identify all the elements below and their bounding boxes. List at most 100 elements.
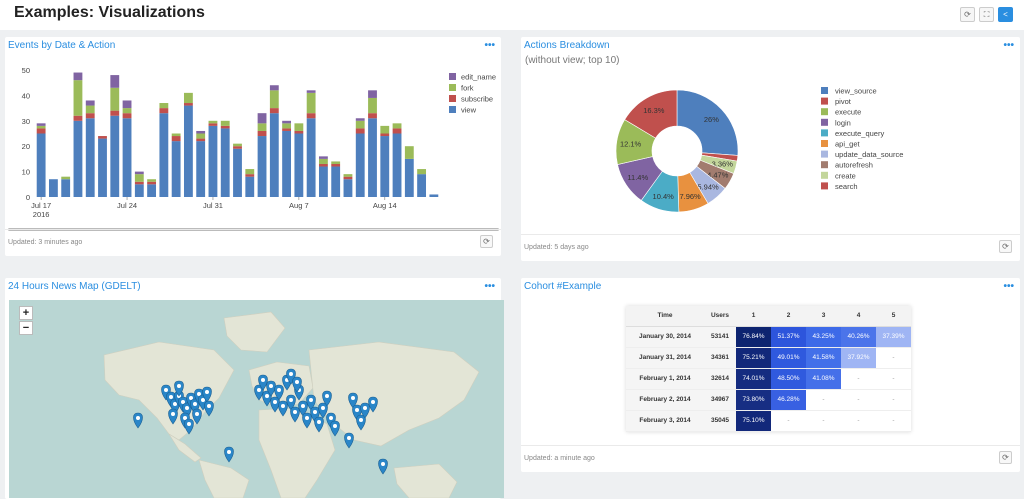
bar-segment-fork[interactable] (183, 92, 193, 104)
map-marker[interactable] (202, 386, 212, 403)
bar-segment-subscribe[interactable] (36, 128, 46, 134)
bar-segment-view[interactable] (183, 105, 193, 197)
bar-segment-edit_name[interactable] (306, 90, 316, 93)
map-marker[interactable] (274, 384, 284, 401)
bar-segment-view[interactable] (318, 166, 328, 197)
bar-segment-subscribe[interactable] (98, 136, 107, 139)
bar-segment-fork[interactable] (122, 108, 132, 114)
bar-segment-view[interactable] (392, 133, 402, 198)
bar-segment-edit_name[interactable] (318, 156, 328, 159)
bar-segment-fork[interactable] (368, 97, 377, 114)
bar-segment-view[interactable] (220, 128, 230, 197)
bar-segment-fork[interactable] (380, 125, 390, 134)
map-marker[interactable] (290, 406, 300, 423)
map-marker[interactable] (378, 458, 388, 475)
bar-segment-subscribe[interactable] (331, 163, 341, 167)
bar-segment-fork[interactable] (208, 120, 218, 124)
map-marker[interactable] (348, 392, 358, 409)
map-marker[interactable] (314, 416, 324, 433)
news-map[interactable]: + − (9, 300, 504, 498)
widget-menu-icon[interactable]: ••• (1003, 281, 1014, 292)
map-pins-layer[interactable] (9, 300, 504, 498)
bar-segment-fork[interactable] (147, 179, 157, 182)
legend-label[interactable]: execute_query (835, 129, 884, 138)
bar-segment-subscribe[interactable] (318, 163, 328, 167)
bar-segment-view[interactable] (147, 184, 157, 197)
legend-label[interactable]: pivot (835, 97, 852, 106)
bar-segment-fork[interactable] (417, 169, 427, 175)
map-marker[interactable] (184, 418, 194, 435)
bar-segment-fork[interactable] (294, 123, 304, 131)
bar-segment-fork[interactable] (318, 158, 328, 164)
bar-segment-fork[interactable] (61, 176, 71, 180)
legend-label[interactable]: edit_name (461, 73, 496, 82)
map-marker[interactable] (133, 412, 143, 429)
bar-segment-fork[interactable] (343, 174, 353, 177)
bar-segment-subscribe[interactable] (355, 128, 365, 134)
bar-segment-subscribe[interactable] (257, 130, 267, 137)
legend-label[interactable]: view_source (835, 87, 877, 96)
bar-segment-subscribe[interactable] (220, 125, 230, 129)
bar-segment-view[interactable] (61, 179, 71, 197)
bar-segment-view[interactable] (343, 179, 353, 197)
map-marker[interactable] (278, 400, 288, 417)
bar-segment-edit_name[interactable] (269, 85, 279, 91)
bar-segment-subscribe[interactable] (122, 113, 132, 119)
bar-segment-fork[interactable] (85, 105, 95, 114)
bar-segment-subscribe[interactable] (306, 113, 316, 119)
map-marker[interactable] (224, 446, 234, 463)
refresh-widget-button[interactable]: ⟳ (999, 240, 1012, 253)
bar-segment-fork[interactable] (306, 92, 316, 114)
bar-segment-fork[interactable] (159, 103, 169, 109)
legend-label[interactable]: update_data_source (835, 150, 903, 159)
legend-label[interactable]: autorefresh (835, 161, 873, 170)
map-marker[interactable] (298, 400, 308, 417)
bar-segment-view[interactable] (73, 120, 83, 197)
bar-segment-fork[interactable] (220, 120, 230, 126)
map-marker[interactable] (368, 396, 378, 413)
bar-segment-fork[interactable] (245, 169, 255, 175)
bar-segment-view[interactable] (404, 158, 414, 197)
zoom-in-button[interactable]: + (19, 306, 33, 320)
bar-segment-view[interactable] (85, 118, 95, 197)
legend-label[interactable]: subscribe (461, 95, 493, 104)
legend-label[interactable]: execute (835, 108, 861, 117)
bar-segment-view[interactable] (48, 179, 58, 197)
bar-segment-view[interactable] (110, 115, 120, 197)
refresh-widget-button[interactable]: ⟳ (999, 451, 1012, 464)
refresh-widget-button[interactable]: ⟳ (480, 235, 493, 248)
bar-segment-view[interactable] (245, 176, 255, 197)
map-marker[interactable] (192, 408, 202, 425)
refresh-button[interactable]: ⟳ (960, 7, 975, 22)
bar-segment-view[interactable] (208, 125, 218, 197)
bar-segment-fork[interactable] (110, 87, 120, 111)
bar-segment-edit_name[interactable] (134, 171, 144, 175)
map-marker[interactable] (322, 390, 332, 407)
bar-segment-view[interactable] (355, 133, 365, 198)
bar-segment-fork[interactable] (196, 133, 206, 139)
bar-segment-subscribe[interactable] (134, 181, 144, 185)
bar-segment-subscribe[interactable] (159, 108, 169, 114)
bar-segment-subscribe[interactable] (73, 115, 83, 121)
bar-segment-subscribe[interactable] (171, 136, 181, 142)
zoom-out-button[interactable]: − (19, 321, 33, 335)
map-marker[interactable] (174, 380, 184, 397)
bar-segment-subscribe[interactable] (110, 110, 120, 116)
bar-segment-edit_name[interactable] (36, 123, 46, 126)
bar-segment-subscribe[interactable] (392, 128, 402, 134)
bar-segment-fork[interactable] (282, 123, 292, 129)
legend-label[interactable]: view (461, 106, 477, 115)
pie-slice-view_source[interactable] (676, 89, 739, 156)
fullscreen-button[interactable]: ⛶ (979, 7, 994, 22)
bar-segment-edit_name[interactable] (85, 100, 95, 106)
bar-segment-subscribe[interactable] (343, 176, 353, 180)
map-marker[interactable] (286, 394, 296, 411)
bar-segment-subscribe[interactable] (380, 133, 390, 137)
bar-segment-edit_name[interactable] (73, 72, 83, 81)
bar-segment-view[interactable] (36, 133, 46, 198)
legend-label[interactable]: search (835, 182, 858, 191)
bar-segment-view[interactable] (269, 113, 279, 197)
bar-segment-view[interactable] (196, 141, 206, 197)
legend-label[interactable]: fork (461, 84, 474, 93)
map-marker[interactable] (204, 400, 214, 417)
